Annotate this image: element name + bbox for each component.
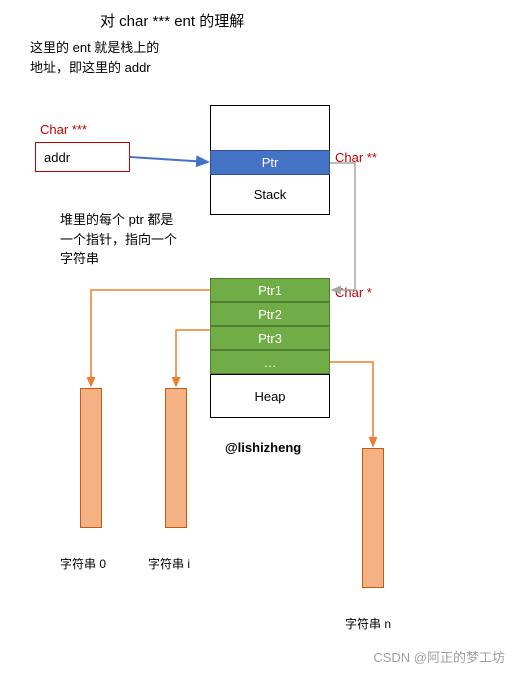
arrow-ptr1-to-str0 [91,290,210,386]
desc-line2: 地址，即这里的 addr [30,58,159,78]
arrow-ptr-to-heap [330,163,355,290]
ptr-cell: Ptr [210,150,330,175]
string-bar-i [165,388,187,528]
arrow-addr-to-ptr [130,157,208,162]
stack-label: Stack [254,187,287,202]
arrow-ptr2-to-stri [176,330,210,386]
desc-block: 这里的 ent 就是栈上的 地址，即这里的 addr [30,38,159,77]
ptr3-cell: Ptr3 [210,326,330,350]
heap-desc3: 字符串 [60,249,177,269]
ptr3-label: Ptr3 [258,331,282,346]
string-bar-0 [80,388,102,528]
char-double-star-label: Char ** [335,150,377,165]
string-bar-n [362,448,384,588]
stack-label-cell: Stack [210,175,330,215]
ptr2-cell: Ptr2 [210,302,330,326]
watermark: CSDN @阿正的梦工坊 [373,647,505,666]
ptr-dots-label: … [264,355,277,370]
heap-desc2: 一个指针，指向一个 [60,230,177,250]
heap-label-cell: Heap [210,374,330,418]
desc-line1: 这里的 ent 就是栈上的 [30,38,159,58]
ptr2-label: Ptr2 [258,307,282,322]
ptr1-label: Ptr1 [258,283,282,298]
char-single-star-label: Char * [335,285,372,300]
char-triple-star-label: Char *** [40,122,87,137]
string0-label: 字符串 0 [60,555,106,572]
ptr-label: Ptr [262,155,279,170]
ptr-dots-cell: … [210,350,330,374]
heap-desc-block: 堆里的每个 ptr 都是 一个指针，指向一个 字符串 [60,210,177,269]
addr-text: addr [44,150,70,165]
stringi-label: 字符串 i [148,555,190,572]
heap-label: Heap [254,389,285,404]
ptr1-cell: Ptr1 [210,278,330,302]
diagram-title: 对 char *** ent 的理解 [100,10,244,31]
stringn-label: 字符串 n [345,615,391,632]
arrow-ptrn-to-strn [330,362,373,446]
heap-desc1: 堆里的每个 ptr 都是 [60,210,177,230]
addr-box: addr [35,142,130,172]
credit-label: @lishizheng [225,440,301,455]
